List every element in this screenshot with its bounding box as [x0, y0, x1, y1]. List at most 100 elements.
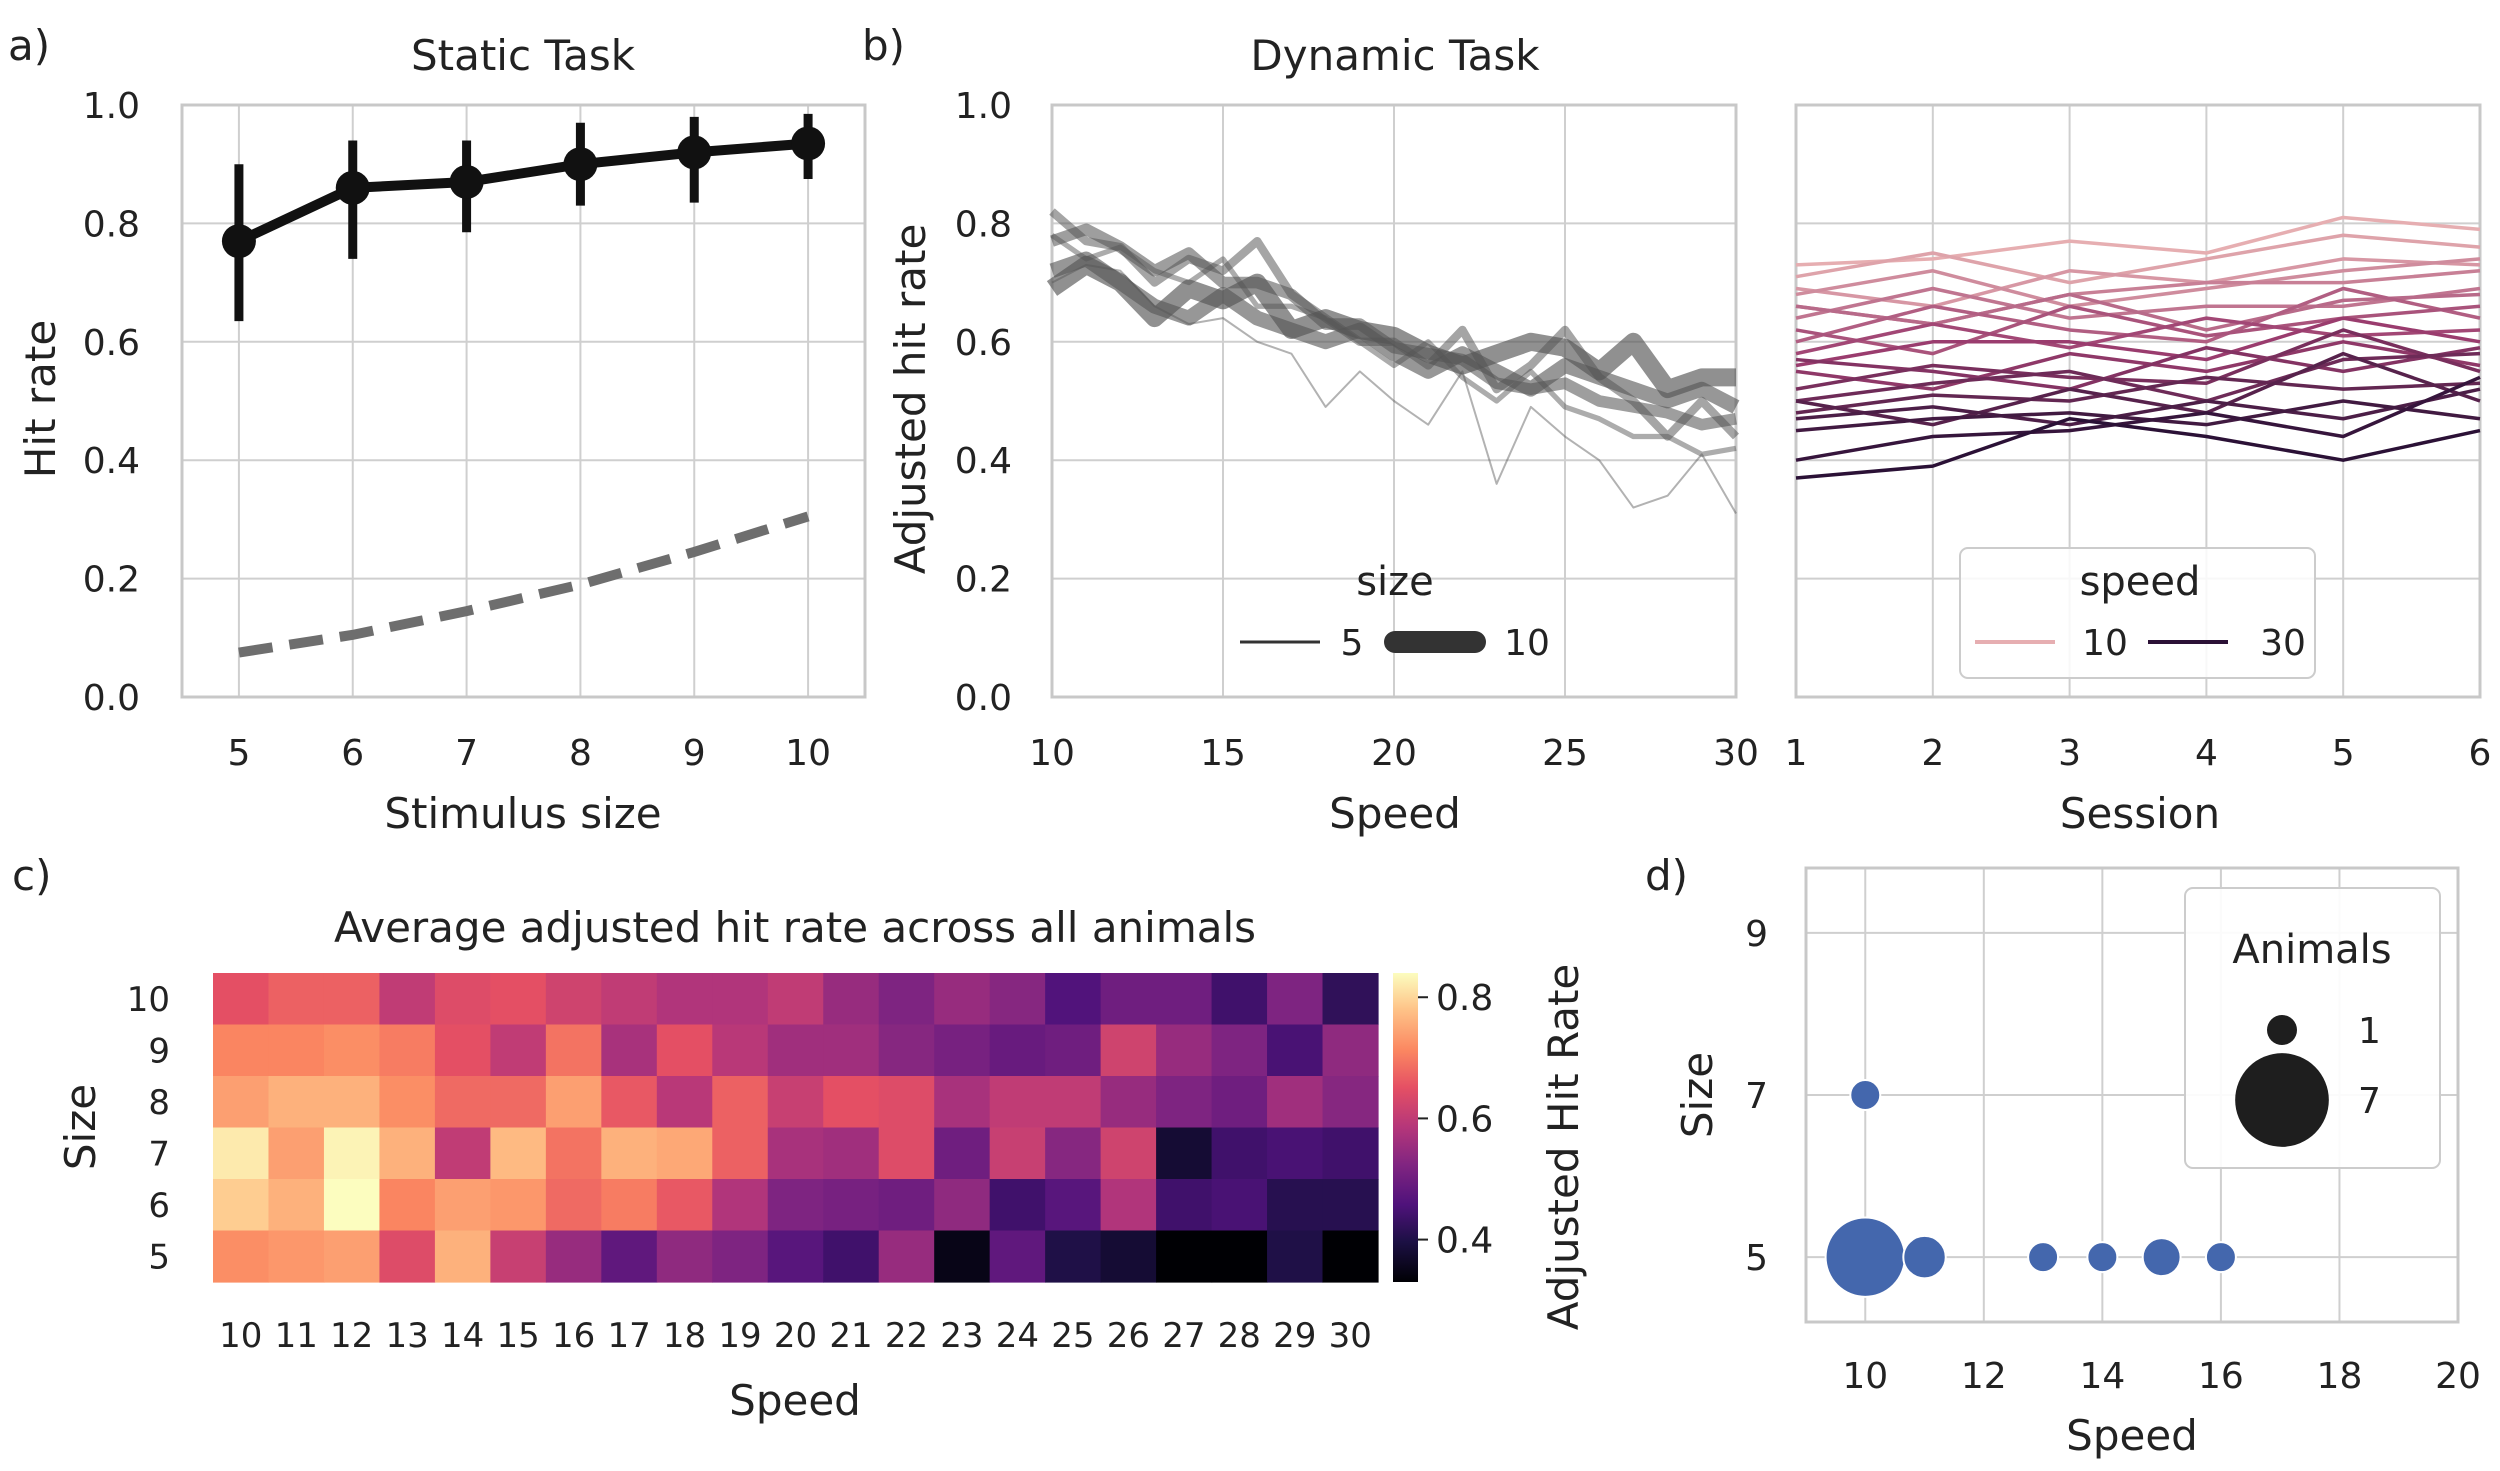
c-xtick-20: 20: [774, 1316, 817, 1356]
c-cell-9-17: [601, 1024, 658, 1077]
c-cell-7-24: [989, 1127, 1046, 1180]
a-point-5: [791, 126, 826, 161]
c-xtick-13: 13: [386, 1316, 429, 1356]
b2-series-speed-25: [1795, 375, 2481, 415]
a-xtick-5: 10: [785, 733, 831, 774]
c-ytick-9: 9: [148, 1031, 170, 1071]
c-cell-7-22: [878, 1127, 935, 1180]
c-cell-7-23: [934, 1127, 991, 1180]
panel-a-title: Static Task: [411, 31, 636, 80]
c-cell-8-19: [712, 1076, 769, 1129]
c-cell-5-15: [490, 1230, 547, 1283]
c-cell-7-18: [656, 1127, 713, 1180]
c-xtick-30: 30: [1329, 1316, 1372, 1356]
c-cell-5-21: [823, 1230, 880, 1283]
c-cell-6-10: [213, 1179, 270, 1232]
b2-series-speed-12: [1795, 257, 2481, 309]
c-cell-5-13: [379, 1230, 436, 1283]
c-cell-8-29: [1267, 1076, 1324, 1129]
panel-d-legend-title: Animals: [2232, 927, 2391, 973]
panel-label-a: a): [8, 21, 50, 70]
c-cell-6-22: [878, 1179, 935, 1232]
c-cell-9-26: [1100, 1024, 1157, 1077]
d-point-3: [2027, 1241, 2060, 1274]
c-cell-10-19: [712, 973, 769, 1026]
c-xtick-29: 29: [1273, 1316, 1316, 1356]
panel-b-session: 1 2 3 4 5 6: [1785, 103, 2491, 774]
panel-c-heatmap: 10 11 12 13 14 15 16 17 18 19 20 21 22 23 24 25 26 27 28 29…: [127, 973, 1493, 1356]
panel-a-ylabel: Hit rate: [16, 320, 65, 478]
a-ytick-5: 1.0: [83, 86, 140, 127]
a-ytick-1: 0.2: [83, 560, 140, 601]
c-cell-5-20: [767, 1230, 824, 1283]
c-xtick-14: 14: [441, 1316, 484, 1356]
c-cell-9-22: [878, 1024, 935, 1077]
c-cell-10-16: [545, 973, 602, 1026]
c-cell-9-20: [767, 1024, 824, 1077]
d-legend-marker-1: [2267, 1015, 2297, 1045]
c-cell-9-12: [323, 1024, 381, 1077]
c-cell-7-14: [434, 1127, 491, 1180]
panel-d-xlabel: Speed: [2066, 1411, 2198, 1460]
d-ytick-1: 7: [1745, 1076, 1768, 1117]
c-xtick-16: 16: [552, 1316, 595, 1356]
b2-xtick-3: 4: [2195, 733, 2218, 774]
c-cell-7-16: [545, 1127, 602, 1180]
panel-b-speed-legend-max: 30: [2260, 623, 2306, 664]
c-cell-9-28: [1211, 1024, 1268, 1077]
panel-b-size-legend-max: 10: [1504, 623, 1550, 664]
c-cell-10-10: [213, 973, 270, 1026]
c-cell-8-16: [545, 1076, 602, 1129]
b2-series-speed-13: [1795, 257, 2481, 309]
panel-a-xlabel: Stimulus size: [384, 789, 661, 838]
a-series-chance: [238, 511, 810, 658]
d-point-5: [2141, 1237, 2182, 1278]
c-cell-5-14: [434, 1230, 491, 1283]
b2-series-speed-17: [1795, 286, 2481, 344]
a-xtick-3: 8: [569, 733, 592, 774]
c-cell-7-26: [1100, 1127, 1157, 1180]
c-xtick-11: 11: [275, 1316, 318, 1356]
d-xtick-5: 20: [2435, 1356, 2481, 1397]
c-cell-7-15: [490, 1127, 547, 1180]
c-cell-5-23: [934, 1230, 991, 1283]
c-ytick-5: 5: [148, 1237, 170, 1277]
c-cell-6-17: [601, 1179, 658, 1232]
c-cell-8-27: [1156, 1076, 1213, 1129]
d-xtick-0: 10: [1842, 1356, 1888, 1397]
c-cell-7-21: [823, 1127, 880, 1180]
b2-xtick-2: 3: [2058, 733, 2081, 774]
c-colorbar-ticklabel-1: 0.6: [1436, 1099, 1493, 1140]
c-cell-10-23: [934, 973, 991, 1026]
c-cell-6-24: [989, 1179, 1046, 1232]
c-ytick-6: 6: [148, 1186, 170, 1226]
c-cell-10-29: [1267, 973, 1324, 1026]
panel-b-speed-legend-min: 10: [2082, 623, 2128, 664]
a-frame: [180, 103, 867, 699]
c-cell-6-18: [656, 1179, 713, 1232]
d-ytick-0: 5: [1745, 1238, 1768, 1279]
c-cell-6-29: [1267, 1179, 1324, 1232]
c-cell-5-29: [1267, 1230, 1324, 1283]
d-point-6: [2204, 1241, 2237, 1274]
b2-series-speed-29: [1795, 375, 2481, 462]
c-cell-6-30: [1322, 1179, 1379, 1232]
c-cell-7-29: [1267, 1127, 1324, 1180]
panel-b-size-legend-min: 5: [1341, 623, 1364, 664]
c-cell-7-20: [767, 1127, 824, 1180]
panel-b-speed-legend-title: speed: [2080, 559, 2201, 605]
a-point-1: [335, 170, 370, 205]
b2-series-speed-23: [1795, 328, 2481, 391]
c-cell-7-17: [601, 1127, 658, 1180]
d-point-0: [1849, 1079, 1882, 1111]
c-cell-8-22: [878, 1076, 935, 1129]
c-cell-8-28: [1211, 1076, 1268, 1129]
c-cell-10-20: [767, 973, 824, 1026]
c-colorbar-ticklabel-0: 0.4: [1436, 1221, 1493, 1262]
c-cell-5-26: [1100, 1230, 1157, 1283]
c-cell-7-11: [268, 1127, 325, 1180]
c-cell-5-22: [878, 1230, 935, 1283]
c-cell-8-17: [601, 1076, 658, 1129]
c-cell-6-26: [1100, 1179, 1157, 1232]
c-cell-9-24: [989, 1024, 1046, 1077]
